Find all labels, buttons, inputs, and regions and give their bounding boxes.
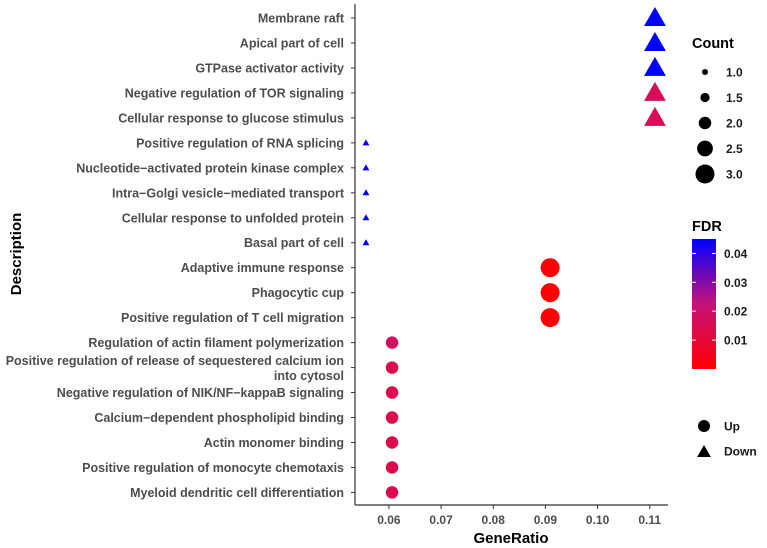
count-legend-title: Count <box>692 36 734 52</box>
count-legend-dot <box>702 69 708 75</box>
category-label: Negative regulation of NIK/NF−kappaB sig… <box>57 386 344 400</box>
direction-legend-label: Up <box>724 420 740 434</box>
category-labels: Membrane raft Apical part of cell GTPase a… <box>6 12 355 500</box>
y-axis-title: Description <box>8 213 25 296</box>
fdr-tick-label: 0.03 <box>724 276 748 290</box>
x-axis-title: GeneRatio <box>473 530 548 547</box>
category-label: Actin monomer binding <box>204 436 344 450</box>
count-legend-label: 2.5 <box>726 142 743 156</box>
x-tick-label: 0.08 <box>482 513 506 527</box>
fdr-legend-title: FDR <box>692 219 722 235</box>
fdr-legend: FDR 0.01 0.02 0.03 0.04 <box>692 219 748 369</box>
category-label: Apical part of cell <box>240 36 344 50</box>
x-tick-label: 0.06 <box>377 513 401 527</box>
category-label: Positive regulation of RNA splicing <box>136 136 344 150</box>
data-point-triangle <box>644 106 666 126</box>
x-tick-label: 0.07 <box>429 513 453 527</box>
x-tick-label: 0.10 <box>586 513 610 527</box>
count-legend: Count 1.0 1.5 2.0 2.5 3.0 <box>692 36 743 184</box>
data-point-circle <box>385 361 399 374</box>
fdr-colorbar <box>692 239 716 369</box>
count-legend-dot <box>700 92 710 103</box>
data-point-triangle <box>644 31 666 51</box>
x-tick-label: 0.09 <box>534 513 558 527</box>
data-point-triangle <box>362 189 370 196</box>
fdr-tick-label: 0.01 <box>724 334 748 348</box>
category-label: Calcium−dependent phospholipid binding <box>94 411 344 425</box>
down-legend-triangle <box>697 445 711 458</box>
direction-legend: Up Down <box>697 420 757 459</box>
data-point-circle <box>385 486 399 499</box>
data-point-triangle <box>362 164 370 171</box>
data-point-circle <box>385 386 399 399</box>
data-point-circle <box>385 436 399 449</box>
data-point-circle <box>385 411 399 424</box>
count-legend-label: 3.0 <box>726 168 743 182</box>
x-axis-ticks: 0.06 0.07 0.08 0.09 0.10 0.11 <box>377 505 661 527</box>
count-legend-dot <box>697 140 713 157</box>
fdr-tick-label: 0.04 <box>724 247 748 261</box>
data-point-circle <box>540 283 560 303</box>
category-label: GTPase activator activity <box>195 61 344 75</box>
category-label: Positive regulation of release of seques… <box>6 354 344 383</box>
direction-legend-label: Down <box>724 445 757 459</box>
data-point-circle <box>385 336 399 349</box>
category-label: Positive regulation of T cell migration <box>121 311 344 325</box>
data-points <box>362 6 666 499</box>
count-legend-label: 2.0 <box>726 117 743 131</box>
data-point-triangle <box>644 56 666 76</box>
data-point-triangle <box>644 81 666 101</box>
category-label: Regulation of actin filament polymerizat… <box>88 336 344 350</box>
category-label: Myeloid dendritic cell differentiation <box>130 486 344 500</box>
category-label: Membrane raft <box>258 12 345 26</box>
fdr-tick-label: 0.02 <box>724 305 748 319</box>
data-point-circle <box>540 308 560 328</box>
category-label: Adaptive immune response <box>181 261 344 275</box>
count-legend-label: 1.0 <box>726 66 743 80</box>
category-label: Positive regulation of monocyte chemotax… <box>82 461 344 475</box>
category-label: Negative regulation of TOR signaling <box>125 86 344 100</box>
data-point-circle <box>385 461 399 474</box>
data-point-triangle <box>644 6 666 26</box>
data-point-triangle <box>362 139 370 146</box>
category-label: Nucleotide−activated protein kinase comp… <box>76 161 344 175</box>
category-label: Intra−Golgi vesicle−mediated transport <box>112 186 345 200</box>
category-label: Basal part of cell <box>244 236 344 250</box>
up-legend-circle <box>698 420 710 432</box>
data-point-triangle <box>362 239 370 246</box>
count-legend-label: 1.5 <box>726 91 743 105</box>
data-point-triangle <box>362 214 370 221</box>
x-tick-label: 0.11 <box>638 513 661 527</box>
count-legend-dot <box>695 164 715 184</box>
count-legend-dot <box>698 116 712 130</box>
data-point-circle <box>540 258 560 278</box>
category-label: Cellular response to glucose stimulus <box>118 111 344 125</box>
category-label: Cellular response to unfolded protein <box>122 211 344 225</box>
category-label: Phagocytic cup <box>252 286 345 300</box>
